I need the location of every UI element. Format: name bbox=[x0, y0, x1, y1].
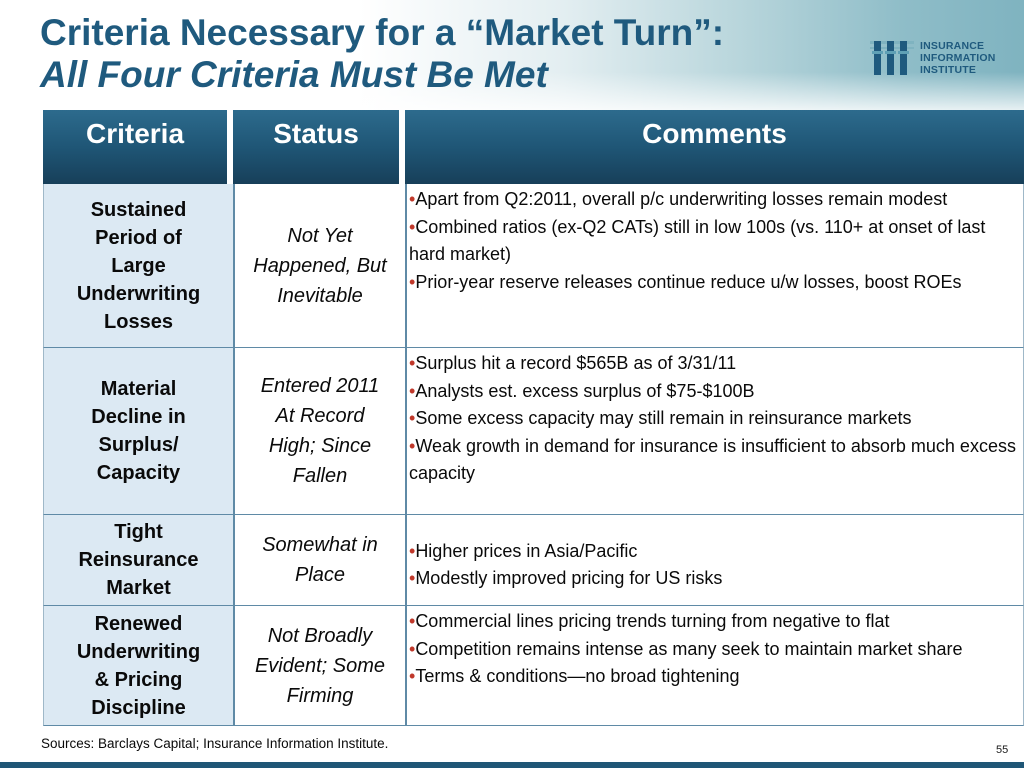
comment-bullet: •Competition remains intense as many see… bbox=[409, 636, 1019, 664]
criteria-text: Losses bbox=[104, 310, 173, 333]
status-text: High; Since bbox=[268, 435, 372, 457]
status-text: Place bbox=[294, 564, 346, 586]
criteria-cell: Tight Reinsurance Market bbox=[43, 515, 233, 606]
criteria-text: Decline in bbox=[91, 406, 186, 428]
comment-text: Higher prices in Asia/Pacific bbox=[415, 540, 638, 561]
comment-text: Modestly improved pricing for US risks bbox=[415, 568, 723, 588]
logo-line-2: INFORMATION bbox=[920, 52, 996, 64]
criteria-text: Underwriting bbox=[76, 282, 201, 305]
comment-bullet: •Analysts est. excess surplus of $75-$10… bbox=[409, 378, 1019, 406]
status-cell: Entered 2011 At Record High; Since Fallen bbox=[233, 348, 405, 515]
comments-cell: •Apart from Q2:2011, overall p/c underwr… bbox=[405, 184, 1024, 348]
criteria-text: & Pricing bbox=[94, 668, 183, 691]
comments-cell: •Surplus hit a record $565B as of 3/31/1… bbox=[405, 348, 1024, 515]
bullet-icon: • bbox=[409, 353, 416, 373]
sources-note: Sources: Barclays Capital; Insurance Inf… bbox=[41, 736, 389, 751]
criteria-cell: Sustained Period of Large Underwriting Losse… bbox=[43, 184, 233, 348]
comment-bullet: •Prior-year reserve releases continue re… bbox=[409, 269, 1019, 297]
comment-text: Commercial lines pricing trends turning … bbox=[415, 611, 890, 631]
status-text: Evident; Some bbox=[254, 654, 386, 677]
comment-text: Prior-year reserve releases continue red… bbox=[415, 271, 962, 292]
bullet-icon: • bbox=[409, 611, 416, 631]
status-text: Fallen bbox=[292, 465, 348, 487]
criteria-text: Tight bbox=[114, 521, 163, 543]
status-cell: Not Broadly Evident; Some Firming bbox=[233, 606, 405, 726]
header-background bbox=[0, 0, 1024, 112]
status-text: Firming bbox=[286, 684, 354, 707]
status-text: Inevitable bbox=[277, 284, 363, 307]
status-cell: Somewhat in Place bbox=[233, 515, 405, 606]
criteria-cell: Material Decline in Surplus/Capacity bbox=[43, 348, 233, 515]
header-status: Status bbox=[233, 110, 405, 184]
bullet-icon: • bbox=[409, 638, 416, 659]
bullet-icon: • bbox=[409, 568, 416, 588]
criteria-table: Criteria Status Comments Sustained Period… bbox=[43, 110, 1024, 726]
comment-text: Terms & conditions—no broad tightening bbox=[415, 666, 740, 686]
title-line-2: All Four Criteria Must Be Met bbox=[40, 54, 548, 95]
footer-bar bbox=[0, 762, 1024, 768]
comment-bullet: •Combined ratios (ex-Q2 CATs) still in l… bbox=[409, 214, 1019, 269]
bullet-icon: • bbox=[409, 380, 416, 401]
comment-text: Apart from Q2:2011, overall p/c underwri… bbox=[415, 189, 948, 209]
header-criteria: Criteria bbox=[43, 110, 233, 184]
criteria-text: Large bbox=[111, 254, 166, 277]
comment-text: Some excess capacity may still remain in… bbox=[415, 408, 912, 428]
criteria-text: Sustained bbox=[90, 198, 187, 221]
criteria-text: Capacity bbox=[96, 462, 181, 484]
criteria-text: Material bbox=[100, 378, 177, 400]
comment-text: Weak growth in demand for insurance is i… bbox=[409, 435, 1016, 484]
comment-bullet: •Commercial lines pricing trends turning… bbox=[409, 608, 1019, 636]
status-text: Somewhat in bbox=[262, 534, 378, 556]
comment-bullet: •Some excess capacity may still remain i… bbox=[409, 405, 1019, 433]
comments-cell: •Higher prices in Asia/Pacific •Modestly … bbox=[405, 515, 1024, 606]
page-number: 55 bbox=[996, 744, 1009, 756]
bullet-icon: • bbox=[409, 189, 416, 209]
criteria-text: Discipline bbox=[91, 696, 186, 719]
logo-line-1: INSURANCE bbox=[920, 40, 985, 52]
comment-bullet: •Weak growth in demand for insurance is … bbox=[409, 433, 1019, 488]
comment-bullet: •Modestly improved pricing for US risks bbox=[409, 565, 1019, 593]
comment-bullet: •Higher prices in Asia/Pacific bbox=[409, 538, 1019, 566]
criteria-text: Renewed bbox=[94, 612, 183, 635]
header-comments: Comments bbox=[405, 110, 1024, 184]
criteria-text: Period of bbox=[95, 226, 182, 249]
bullet-icon: • bbox=[409, 540, 416, 561]
status-text: Not Yet bbox=[287, 224, 353, 247]
bullet-icon: • bbox=[409, 666, 416, 686]
comment-text: Competition remains intense as many seek… bbox=[415, 638, 963, 659]
logo-line-3: INSTITUTE bbox=[920, 64, 977, 76]
comment-bullet: •Terms & conditions—no broad tightening bbox=[409, 663, 1019, 691]
comments-cell: •Commercial lines pricing trends turning… bbox=[405, 606, 1024, 726]
logo-wordmark: INSURANCE INFORMATION INSTITUTE bbox=[920, 40, 996, 76]
status-cell: Not Yet Happened, But Inevitable bbox=[233, 184, 405, 348]
status-text: Happened, But bbox=[253, 254, 387, 277]
criteria-text: Underwriting bbox=[76, 640, 201, 663]
iii-logo: INSURANCE INFORMATION INSTITUTE bbox=[870, 38, 1020, 78]
comment-bullet: •Surplus hit a record $565B as of 3/31/1… bbox=[409, 350, 1019, 378]
iii-logo-mark-icon bbox=[870, 41, 914, 75]
status-text: Entered 2011 bbox=[260, 375, 380, 397]
comment-bullet: •Apart from Q2:2011, overall p/c underwr… bbox=[409, 186, 1019, 214]
criteria-cell: Renewed Underwriting & Pricing Discipline bbox=[43, 606, 233, 726]
bullet-icon: • bbox=[409, 435, 416, 456]
comment-text: Analysts est. excess surplus of $75-$100… bbox=[415, 380, 755, 401]
criteria-text: Reinsurance bbox=[78, 549, 199, 571]
bullet-icon: • bbox=[409, 216, 416, 237]
slide-title: Criteria Necessary for a “Market Turn”: … bbox=[40, 12, 724, 96]
criteria-text: Surplus/ bbox=[98, 434, 179, 456]
comment-text: Combined ratios (ex-Q2 CATs) still in lo… bbox=[409, 216, 986, 265]
status-text: At Record bbox=[275, 405, 365, 427]
criteria-text: Market bbox=[106, 577, 171, 599]
status-text: Not Broadly bbox=[267, 624, 373, 647]
comment-text: Surplus hit a record $565B as of 3/31/11 bbox=[415, 353, 737, 373]
bullet-icon: • bbox=[409, 271, 416, 292]
bullet-icon: • bbox=[409, 408, 416, 428]
title-line-1: Criteria Necessary for a “Market Turn”: bbox=[40, 12, 725, 53]
